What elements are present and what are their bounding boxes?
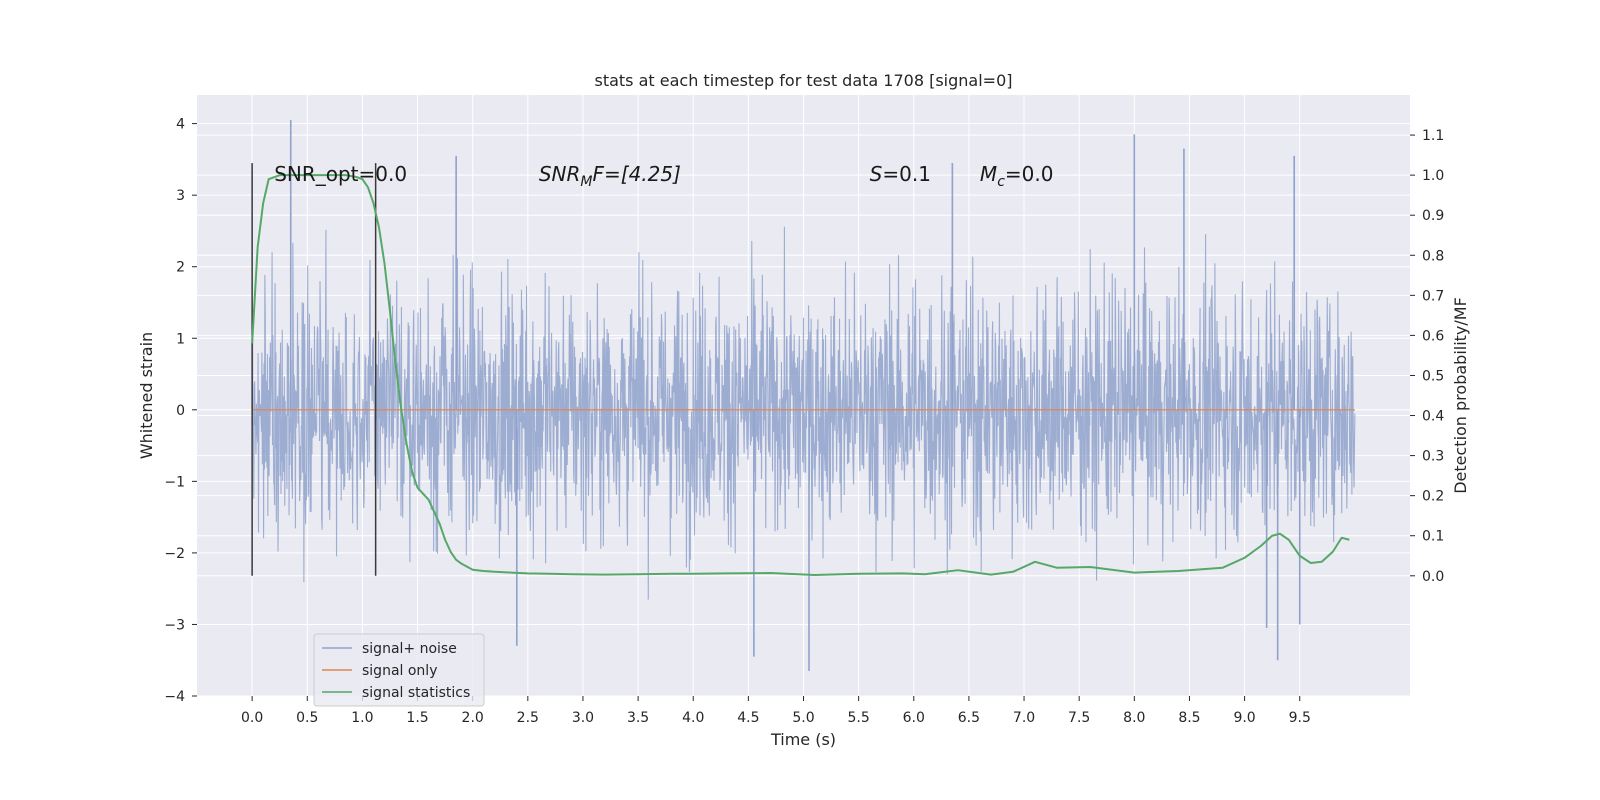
x-tick-label: 4.0 <box>682 710 704 726</box>
y2-tick-label: 0.4 <box>1422 409 1444 425</box>
y2-tick-label: 0.2 <box>1422 489 1444 505</box>
y-tick-label: 0 <box>176 403 185 419</box>
y2-tick-label: 0.1 <box>1422 529 1444 545</box>
x-tick-label: 2.5 <box>517 710 539 726</box>
x-tick-label: 4.5 <box>737 710 759 726</box>
x-tick-label: 5.0 <box>792 710 814 726</box>
x-tick-label: 0.5 <box>296 710 318 726</box>
annotation-s-symbol: S <box>870 162 883 186</box>
y-tick-label: −2 <box>164 546 185 562</box>
x-tick-label: 3.0 <box>572 710 594 726</box>
signal-noise-line <box>251 226 1356 600</box>
annotation-snr-mf-subscript: M <box>580 174 592 190</box>
annotation-snr-opt: SNR_opt=0.0 <box>274 162 407 186</box>
y-tick-label: 2 <box>176 260 185 276</box>
y2-tick-label: 0.3 <box>1422 449 1444 465</box>
annotation-snr-mf-value: F=[4.25] <box>593 162 681 186</box>
x-tick-label: 1.0 <box>351 710 373 726</box>
y2-tick-label: 1.0 <box>1422 168 1444 184</box>
legend-box <box>313 633 485 707</box>
x-tick-label: 7.0 <box>1013 710 1035 726</box>
annotation-s: S=0.1 <box>870 162 931 186</box>
y2-tick-label: 0.0 <box>1422 569 1444 585</box>
y-tick-label: 4 <box>176 117 185 133</box>
y-tick-label: −3 <box>164 617 185 633</box>
y2-tick-label: 0.7 <box>1422 288 1444 304</box>
signal-statistics-line <box>251 174 1350 576</box>
annotation-mc-value: =0.0 <box>1005 162 1054 186</box>
x-tick-label: 5.5 <box>848 710 870 726</box>
y2-tick-label: 0.6 <box>1422 328 1444 344</box>
chart-title: stats at each timestep for test data 170… <box>594 71 1012 90</box>
y-tick-label: 3 <box>176 188 185 204</box>
annotation-s-value: =0.1 <box>882 162 931 186</box>
axes: 0.0 0.5 1.0 1.5 2.0 2.5 3.0 3.5 4.0 4.5 5.0 5.5 6.0 6… <box>164 117 1444 726</box>
x-tick-label: 8.0 <box>1123 710 1145 726</box>
y2-axis-label: Detection probability/MF <box>1451 297 1470 494</box>
annotation-snr-mf: SNRMF=[4.25] <box>539 162 681 190</box>
y2-tick-label: 0.9 <box>1422 208 1444 224</box>
x-tick-label: 7.5 <box>1068 710 1090 726</box>
annotation-mc: Mc=0.0 <box>980 162 1054 190</box>
legend-label-signal-only: signal only <box>362 663 437 679</box>
x-tick-label: 6.0 <box>903 710 925 726</box>
y2-tick-label: 0.5 <box>1422 368 1444 384</box>
x-tick-label: 9.5 <box>1289 710 1311 726</box>
x-tick-label: 0.0 <box>241 710 263 726</box>
x-axis-label: Time (s) <box>770 730 836 749</box>
x-tick-label: 1.5 <box>406 710 428 726</box>
noise-series <box>251 120 1356 671</box>
legend: signal+ noise signal only signal statist… <box>313 633 485 707</box>
line-series <box>251 163 1355 576</box>
x-tick-label: 3.5 <box>627 710 649 726</box>
y-axis-label: Whitened strain <box>137 332 156 459</box>
legend-label-signal-noise: signal+ noise <box>362 641 457 657</box>
annotation-mc-symbol: M <box>980 162 997 186</box>
y-tick-label: −4 <box>164 689 185 705</box>
annotation-snr-mf-symbol: SNR <box>539 162 581 186</box>
y-tick-label: −1 <box>164 474 185 490</box>
x-tick-label: 6.5 <box>958 710 980 726</box>
y2-tick-label: 0.8 <box>1422 248 1444 264</box>
x-tick-label: 2.0 <box>462 710 484 726</box>
annotations: SNR_opt=0.0 SNRMF=[4.25] S=0.1 Mc=0.0 <box>274 162 1053 190</box>
x-tick-label: 8.5 <box>1178 710 1200 726</box>
annotation-mc-subscript: c <box>997 174 1005 190</box>
y-tick-label: 1 <box>176 331 185 347</box>
legend-label-signal-statistics: signal statistics <box>362 685 470 701</box>
y2-tick-label: 1.1 <box>1422 128 1444 144</box>
x-tick-label: 9.0 <box>1233 710 1255 726</box>
